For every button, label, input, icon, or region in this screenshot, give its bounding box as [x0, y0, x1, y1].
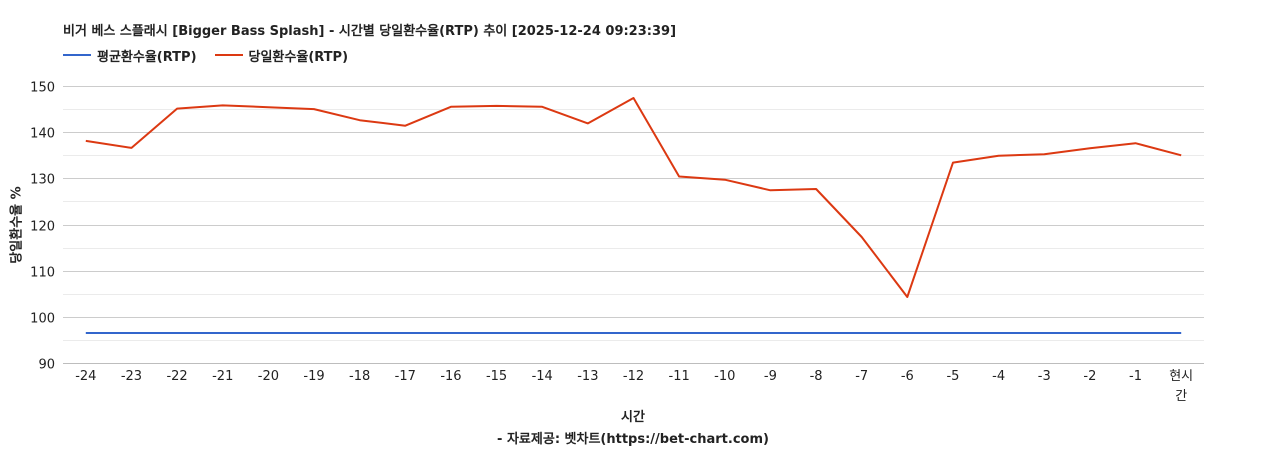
x-tick-label: -3 [1038, 369, 1051, 384]
x-tick-label: -12 [623, 369, 644, 384]
x-tick-label: -9 [764, 369, 777, 384]
x-tick-label: -10 [714, 369, 735, 384]
series-line-daily-rtp [85, 97, 1182, 298]
x-tick-label: -1 [1129, 369, 1142, 384]
x-tick-label: -18 [349, 369, 370, 384]
x-tick-label: -24 [75, 369, 96, 384]
x-tick-label: -16 [440, 369, 461, 384]
x-tick-label: -14 [532, 369, 553, 384]
x-tick-label: 현시 [1169, 369, 1193, 384]
x-tick-label: -20 [258, 369, 279, 384]
y-tick-label: 150 [30, 81, 55, 96]
y-axis-title: 당일환수율 % [9, 186, 25, 264]
x-tick-label: -11 [669, 369, 690, 384]
legend-item-average-rtp[interactable]: 평균환수율(RTP) [63, 46, 197, 65]
y-tick-label: 120 [30, 220, 55, 235]
x-tick-label: -17 [395, 369, 416, 384]
chart-title: 비거 베스 스플래시 [Bigger Bass Splash] - 시간별 당일… [63, 24, 677, 39]
legend-swatch-average-rtp [63, 54, 91, 56]
y-tick-label: 100 [30, 312, 55, 327]
x-tick-label: -4 [992, 369, 1005, 384]
x-tick-label: 간 [1175, 389, 1187, 404]
x-tick-label: -5 [946, 369, 959, 384]
x-tick-label: -22 [166, 369, 187, 384]
legend-swatch-daily-rtp [214, 54, 243, 56]
x-tick-label: -19 [303, 369, 324, 384]
y-tick-label: 90 [38, 358, 55, 373]
x-tick-label: -23 [121, 369, 142, 384]
source-note: - 자료제공: 벳차트(https://bet-chart.com) [497, 432, 769, 447]
y-tick-label: 140 [30, 127, 55, 142]
legend-item-daily-rtp[interactable]: 당일환수율(RTP) [214, 46, 349, 65]
legend-label-daily-rtp: 당일환수율(RTP) [248, 49, 349, 65]
y-tick-label: 110 [30, 266, 55, 281]
legend: 평균환수율(RTP) 당일환수율(RTP) [63, 46, 366, 65]
x-tick-label: -2 [1083, 369, 1096, 384]
y-tick-label: 130 [30, 173, 55, 188]
x-tick-label: -6 [901, 369, 914, 384]
x-tick-label: -15 [486, 369, 507, 384]
x-tick-label: -8 [810, 369, 823, 384]
x-axis-title: 시간 [621, 410, 645, 425]
x-tick-label: -21 [212, 369, 233, 384]
legend-label-average-rtp: 평균환수율(RTP) [97, 49, 197, 65]
x-tick-label: -7 [855, 369, 868, 384]
x-tick-label: -13 [577, 369, 598, 384]
